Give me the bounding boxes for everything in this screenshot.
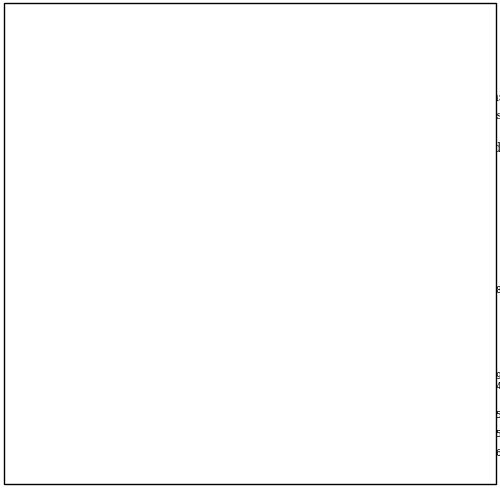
Text: for definitions of the variables, and their definitions: for definitions of the variables, and th… xyxy=(419,91,500,104)
Text: Refer to the: Refer to the xyxy=(71,91,144,104)
Text: 36  8  2  0000002000000  2 2    66500       0   1200       0  67700 2   8 2  .  : 36 8 2 0000002000000 2 2 66500 0 1200 0 … xyxy=(71,381,500,390)
Text: 53  6  3  1000011000000  2 2    53000     130    400       0  53530 1   4 1 1   : 53 6 3 1000011000000 2 2 53000 130 400 0… xyxy=(71,439,500,447)
Text: 2  8  8  2020033000000  5 5   158622    1550  12003    1602 173777 6   6 1 1   8: 2 8 8 2020033000000 5 5 158622 1550 1200… xyxy=(71,228,500,237)
Text: 53  2  4  1000011000100  2 3    54000       0   2400    9300  65700 1   7 1 1   : 53 2 4 1000011000100 2 3 54000 0 2400 93… xyxy=(71,400,500,409)
Text: 11  7  4  0011011000000  3 3    70000   30000   5400       0 105400 1   2 1 1  1: 11 7 4 0011011000000 3 3 70000 30000 540… xyxy=(71,295,500,304)
Text: 11  4  6  0000014000000  4 5    96000    5000      0   23400 124400 1   7 1 2  1: 11 4 6 0000014000000 4 5 96000 5000 0 23… xyxy=(71,266,500,275)
Text: 11  5  2  0000011000000  2 2   100374     328      0       0 100702 1   2 1 1   : 11 5 2 0000011000000 2 2 100374 328 0 0 … xyxy=(71,276,500,285)
Text: 36  3  3  0000012000000  2 3    65000    2400   7000       0  74400 1   5 1 2  1: 36 3 3 0000012000000 2 3 65000 2400 7000… xyxy=(71,333,500,342)
Text: 36  5  4  1100011000000  2 2    67000       0    400       0  67400 1   3 1 1   : 36 5 4 1100011000000 2 2 67000 0 400 0 6… xyxy=(71,352,500,362)
Text: 2  6  4  0001111000000  4 4   143950   19356    367       0 163673 1   5 1 2  10: 2 6 4 0001111000000 4 4 143950 19356 367… xyxy=(71,209,500,218)
Text: 11  1  4  1000012000000  2 2    94000    8000    400       0 102400 1   6 1 1  1: 11 1 4 1000012000000 2 2 94000 8000 400 … xyxy=(71,238,500,246)
Text: 2  5  4  0011011000000  3 3   171141     117    800    1000 173058 1   1 1 1  10: 2 5 4 0011011000000 3 3 171141 117 800 1… xyxy=(71,199,500,208)
Text: 11  6  4  0001111000000  4 4   100000       0   2567       0 102567 1   6 2  .  : 11 6 4 0001111000000 4 4 100000 0 2567 0… xyxy=(71,285,500,294)
Text: ... More records follow in the actual display.: ... More records follow in the actual di… xyxy=(71,469,326,482)
Text: 11  2  4  0001111000000  3 3    90654   11259  11427       0 113340 1   5 1 2   : 11 2 4 0001111000000 3 3 90654 11259 114… xyxy=(71,247,500,256)
Text: A: A xyxy=(71,142,83,155)
Text: 36  6  5  0000122000000  2 2    67000       0      0       0  67000 1   7 1 2   : 36 6 5 0000122000000 2 2 67000 0 0 0 670… xyxy=(71,362,500,371)
Text: 53  5  4  0100021000000  3 3    50344    3077   2367       0  55788 8   5 2  .  : 53 5 4 0100021000000 3 3 50344 3077 2367… xyxy=(71,429,500,438)
Text: 36  7  5  2000021000000  3 3    66623       0  10518       0  77141 1   3 2  .  : 36 7 5 2000021000000 3 3 66623 0 10518 0… xyxy=(71,371,500,381)
Text: Here are the results of your survey from StatVillage.: Here are the results of your survey from… xyxy=(71,71,380,83)
Text: 2  4  3  0000021000000  3 3   167000    8000      0       0 175000 1   7 1 2   7: 2 4 3 0000021000000 3 3 167000 8000 0 0 … xyxy=(71,189,500,199)
Text: is available to read your saved file.: is available to read your saved file. xyxy=(320,142,500,155)
Text: 11  8  4  1010011000000  1 1   100000       0    800       0 100800 2   1 1 2   : 11 8 4 1010011000000 1 1 100000 0 800 0 … xyxy=(71,305,500,313)
Text: 53  8  4  2000011000000  2 2    53000       0   3467       0  56467 1   7 1 1   : 53 8 4 2000011000000 2 2 53000 0 3467 0 … xyxy=(71,458,500,467)
Text: data.  Be sure that the file is saved as a TEXT file.: data. Be sure that the file is saved as … xyxy=(71,122,352,132)
Text: 2  7  4  0001111000000  3 4   160100    1025   1300       0 162425 1   6 1 1  10: 2 7 4 0001111000000 3 4 160100 1025 1300… xyxy=(71,218,500,227)
Text: 53  4  3  1000011000000  2 2    52805     703   6273       0  59781 1   4 1 1   : 53 4 3 1000011000000 2 2 52805 703 6273 … xyxy=(71,420,500,428)
Text: 53  7  2  0002000000000  2 2    53000       0      0       0  53000 5   1 2  .  : 53 7 2 0002000000000 2 2 53000 0 0 0 530… xyxy=(71,448,500,457)
Text: 11  3  4  0200011000000  3 3   101000       0    800       0 101800 1   2 1 1   : 11 3 4 0200011000000 3 3 101000 0 800 0 … xyxy=(71,257,500,265)
Text: 53  1  1  0000010000000  1 1    48000    6000      0       0  54000 6   7 1 1   : 53 1 1 0000010000000 1 1 48000 6000 0 0 … xyxy=(71,391,500,400)
Text: 2  1  3  0100011000000  1 1   199600       0    400       0 200000 1   7 1 1  10: 2 1 3 0100011000000 1 1 199600 0 400 0 2… xyxy=(71,161,500,170)
Text: 2  3  4  0110011000000  2 2   174055    1024    800       0 175879 4   5 1 1   9: 2 3 4 0110011000000 2 2 174055 1024 800 … xyxy=(71,180,500,189)
Text: codebook: codebook xyxy=(286,91,343,104)
Text: 53  3  1  0000000000100  0 1        0   53794   6982   13222  73998 2   4 2  .  : 53 3 1 0000000000100 0 1 0 53794 6982 13… xyxy=(71,410,500,419)
Text: SAS data step: SAS data step xyxy=(104,142,186,155)
Text: 36  2  6  0101121000000  5 5    67208     250   4112       0  71570 5   4 1 1   : 36 2 6 0101121000000 5 5 67208 250 4112 … xyxy=(71,324,500,333)
Text: Save this file as a text file using the File menu and the Save options.  Then st: Save this file as a text file using the … xyxy=(71,111,500,121)
Text: 2  2  5  0300011000000  3 3   191990    1132   1200       0 194322 1   1 1 1   9: 2 2 5 0300011000000 3 3 191990 1132 1200… xyxy=(71,170,500,179)
Text: 36  4  7  0012211000000  5 5    63000    4360   2903    8580  78843 1   6 1 1  1: 36 4 7 0012211000000 5 5 63000 4360 2903… xyxy=(71,343,500,352)
Text: 36  1  4  0020011000000  4 4    67400     200    800       0  68400 1   5 1 2   : 36 1 4 0020011000000 4 4 67400 200 800 0… xyxy=(71,314,500,323)
